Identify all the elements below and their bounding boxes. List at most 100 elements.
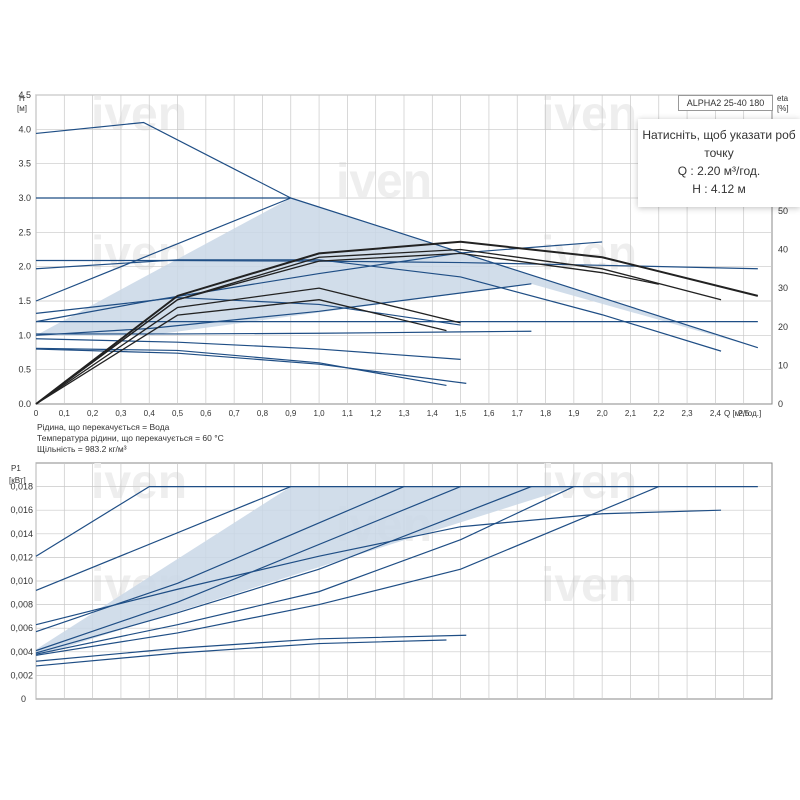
y-tick-label: 0,018: [10, 482, 33, 492]
x-tick-label: 2,0: [597, 409, 609, 418]
power-curve: [35, 486, 575, 655]
y-tick-label: 4.0: [18, 124, 31, 134]
y2-tick-label: 0: [778, 399, 783, 409]
x-tick-label: 1,4: [427, 409, 439, 418]
head-curve: [36, 259, 758, 270]
efficiency-curve: [35, 287, 461, 405]
tooltip-head: H : 4.12 м: [692, 182, 746, 196]
y-tick-label: 2.5: [18, 227, 31, 237]
head-curve: [35, 283, 532, 336]
power-curve: [35, 486, 660, 656]
tooltip-flow: Q : 2.20 м³/год.: [677, 164, 761, 178]
y2-tick-label: 30: [778, 283, 788, 293]
y2-tick-label: 10: [778, 360, 788, 370]
y-tick-label: 0,008: [10, 600, 33, 610]
y-tick-label: 4.5: [18, 90, 31, 100]
y-tick-label: 0,012: [10, 552, 33, 562]
fluid-info-line: Щільність = 983.2 кг/м³: [37, 444, 127, 454]
y-axis-unit: [кВт]: [9, 476, 26, 485]
tooltip-line-2: точку: [704, 146, 734, 160]
x-tick-label: 1,3: [398, 409, 410, 418]
x-tick-label: 2,5: [738, 409, 750, 418]
power-curve: [35, 639, 447, 667]
watermark: iven: [541, 88, 637, 141]
model-label: ALPHA2 25-40 180: [678, 95, 773, 111]
x-tick-label: 0,5: [172, 409, 184, 418]
watermark: iven: [541, 559, 637, 612]
watermark: iven: [91, 456, 187, 509]
x-tick-label: 2,4: [710, 409, 722, 418]
power-curve: [35, 486, 291, 591]
fluid-info-line: Рідина, що перекачується = Вода: [37, 422, 170, 432]
watermark: iven: [541, 228, 637, 281]
y-tick-label: 2.0: [18, 262, 31, 272]
y-axis-label: P1: [11, 464, 21, 473]
y-tick-label: 0,002: [10, 670, 33, 680]
power-curve: [35, 486, 532, 654]
y2-axis-label: eta: [777, 94, 789, 103]
x-tick-label: 0,1: [59, 409, 71, 418]
y-tick-label: 0,016: [10, 505, 33, 515]
x-axis-label: Q [м³/год.]: [724, 409, 761, 418]
y-tick-label: 3.0: [18, 193, 31, 203]
y-tick-label: 0,006: [10, 623, 33, 633]
watermark: iven: [91, 88, 187, 141]
y-tick-label: 3.5: [18, 159, 31, 169]
x-tick-label: 2,3: [682, 409, 694, 418]
x-tick-label: 0: [34, 409, 39, 418]
x-tick-label: 0,6: [200, 409, 212, 418]
x-tick-label: 0,4: [144, 409, 156, 418]
x-tick-label: 1,2: [370, 409, 382, 418]
y2-tick-label: 50: [778, 206, 788, 216]
y-tick-label: 1.0: [18, 330, 31, 340]
head-curve: [35, 197, 291, 302]
power-curve: [35, 486, 758, 557]
efficiency-curve: [35, 252, 659, 405]
operating-point-tooltip[interactable]: Натисніть, щоб указати роб точку Q : 2.2…: [638, 119, 800, 207]
head-curve: [35, 241, 603, 323]
y2-axis-unit: [%]: [777, 104, 789, 113]
tooltip-line-1: Натисніть, щоб указати роб: [642, 128, 796, 142]
x-tick-label: 0,9: [285, 409, 297, 418]
power-curve: [35, 634, 467, 662]
y-axis-label: H: [19, 94, 25, 103]
x-tick-label: 2,1: [625, 409, 637, 418]
x-tick-label: 0,3: [115, 409, 127, 418]
x-tick-label: 1,7: [512, 409, 524, 418]
head-curve: [35, 338, 461, 360]
y-tick-label: 1.5: [18, 296, 31, 306]
y-tick-label: 0.0: [18, 399, 31, 409]
x-tick-label: 2,2: [653, 409, 665, 418]
power-chart: iveniveniveniveniven00,0020,0040,0060,00…: [9, 456, 773, 704]
x-tick-label: 1,0: [314, 409, 326, 418]
x-tick-label: 1,5: [455, 409, 467, 418]
y2-tick-label: 40: [778, 245, 788, 255]
y-tick-label: 0.5: [18, 365, 31, 375]
y-tick-label: 0,014: [10, 529, 33, 539]
head-curve: [35, 259, 722, 352]
watermark: iven: [541, 456, 637, 509]
head-curve: [35, 121, 292, 199]
y-axis-unit: [м]: [17, 104, 27, 113]
power-curve: [35, 486, 405, 633]
fluid-info-line: Температура рідини, що перекачується = 6…: [37, 433, 224, 443]
operating-area: [36, 486, 574, 657]
x-tick-label: 1,6: [483, 409, 495, 418]
x-tick-label: 1,1: [342, 409, 354, 418]
y-tick-label: 0,010: [10, 576, 33, 586]
x-tick-label: 0,2: [87, 409, 99, 418]
x-tick-label: 1,9: [568, 409, 580, 418]
y-tick-label: 0,004: [10, 647, 33, 657]
y2-tick-label: 20: [778, 322, 788, 332]
fluid-info: Рідина, що перекачується = ВодаТемперату…: [37, 422, 224, 454]
y-tick-label: 0: [21, 694, 26, 704]
power-curve: [35, 486, 461, 652]
x-tick-label: 1,8: [540, 409, 552, 418]
watermark: iven: [336, 155, 432, 208]
x-tick-label: 0,7: [229, 409, 241, 418]
head-curve: [290, 197, 759, 349]
head-curve: [35, 296, 461, 326]
x-tick-label: 0,8: [257, 409, 269, 418]
efficiency-curve: [35, 240, 759, 405]
efficiency-curve: [35, 299, 447, 405]
